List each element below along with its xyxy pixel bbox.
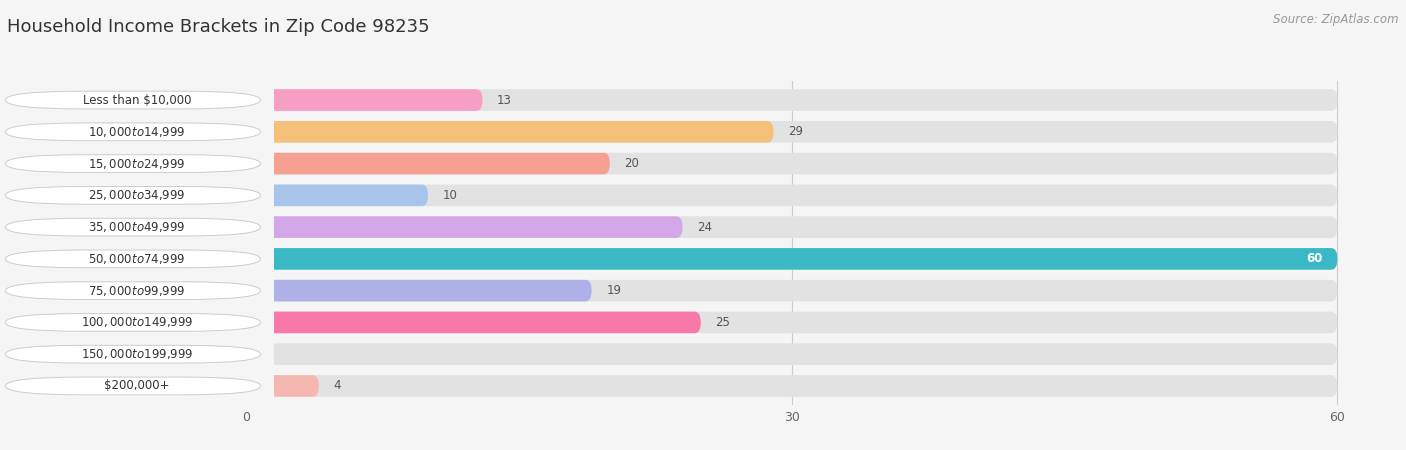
FancyBboxPatch shape <box>246 121 773 143</box>
FancyBboxPatch shape <box>246 89 1337 111</box>
Text: Less than $10,000: Less than $10,000 <box>83 94 191 107</box>
Text: $10,000 to $14,999: $10,000 to $14,999 <box>89 125 186 139</box>
FancyBboxPatch shape <box>246 280 592 302</box>
FancyBboxPatch shape <box>246 375 319 397</box>
Text: 60: 60 <box>1306 252 1323 266</box>
FancyBboxPatch shape <box>246 343 1337 365</box>
FancyBboxPatch shape <box>246 121 1337 143</box>
Text: Household Income Brackets in Zip Code 98235: Household Income Brackets in Zip Code 98… <box>7 18 430 36</box>
FancyBboxPatch shape <box>246 248 1337 270</box>
Text: 10: 10 <box>443 189 457 202</box>
FancyBboxPatch shape <box>6 186 260 204</box>
FancyBboxPatch shape <box>246 280 1337 302</box>
FancyBboxPatch shape <box>6 91 260 109</box>
Text: $100,000 to $149,999: $100,000 to $149,999 <box>82 315 193 329</box>
FancyBboxPatch shape <box>246 311 1337 333</box>
Text: 29: 29 <box>789 125 803 138</box>
Text: $35,000 to $49,999: $35,000 to $49,999 <box>89 220 186 234</box>
Text: 0: 0 <box>260 348 269 361</box>
Text: $75,000 to $99,999: $75,000 to $99,999 <box>89 284 186 297</box>
FancyBboxPatch shape <box>246 184 427 206</box>
FancyBboxPatch shape <box>246 343 259 365</box>
Text: $150,000 to $199,999: $150,000 to $199,999 <box>82 347 193 361</box>
Text: 25: 25 <box>716 316 730 329</box>
Text: $50,000 to $74,999: $50,000 to $74,999 <box>89 252 186 266</box>
Text: $15,000 to $24,999: $15,000 to $24,999 <box>89 157 186 171</box>
FancyBboxPatch shape <box>6 250 260 268</box>
Text: Source: ZipAtlas.com: Source: ZipAtlas.com <box>1274 14 1399 27</box>
FancyBboxPatch shape <box>6 282 260 300</box>
Text: $200,000+: $200,000+ <box>104 379 170 392</box>
Text: 24: 24 <box>697 220 711 234</box>
Text: $25,000 to $34,999: $25,000 to $34,999 <box>89 189 186 202</box>
FancyBboxPatch shape <box>246 89 482 111</box>
Text: 19: 19 <box>606 284 621 297</box>
FancyBboxPatch shape <box>6 218 260 236</box>
Text: 13: 13 <box>498 94 512 107</box>
FancyBboxPatch shape <box>246 248 1337 270</box>
FancyBboxPatch shape <box>246 184 1337 206</box>
FancyBboxPatch shape <box>6 345 260 363</box>
FancyBboxPatch shape <box>246 153 1337 175</box>
FancyBboxPatch shape <box>246 311 700 333</box>
FancyBboxPatch shape <box>246 153 610 175</box>
FancyBboxPatch shape <box>6 314 260 331</box>
FancyBboxPatch shape <box>6 123 260 141</box>
FancyBboxPatch shape <box>6 377 260 395</box>
FancyBboxPatch shape <box>246 216 682 238</box>
Text: 20: 20 <box>624 157 640 170</box>
FancyBboxPatch shape <box>6 155 260 172</box>
FancyBboxPatch shape <box>246 216 1337 238</box>
Text: 4: 4 <box>333 379 340 392</box>
FancyBboxPatch shape <box>246 375 1337 397</box>
